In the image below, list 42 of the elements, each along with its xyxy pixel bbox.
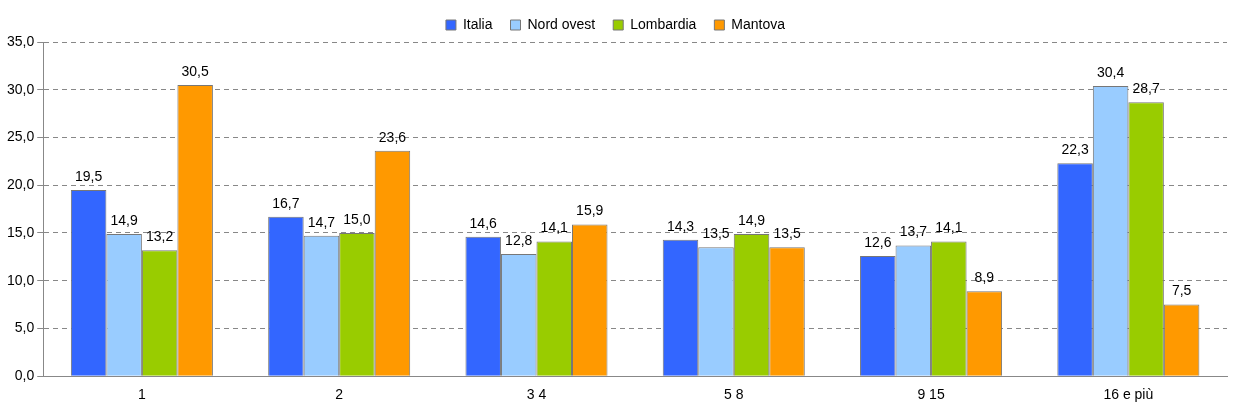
data-label: 13,2 (146, 228, 174, 245)
data-label: 23,6 (378, 128, 407, 145)
data-label: 13,7 (899, 223, 928, 240)
data-label: 14,3 (666, 217, 695, 234)
y-tick-label: 5,0 (14, 319, 35, 336)
y-tick-label: 15,0 (7, 223, 35, 240)
data-label: 12,8 (505, 231, 533, 248)
data-label: 30,5 (181, 62, 209, 79)
legend-label: Italia (462, 15, 493, 32)
data-label: 16,7 (272, 194, 300, 211)
y-tick-label: 25,0 (7, 128, 35, 145)
x-tick-label: 16 e più (1103, 386, 1154, 403)
data-label: 13,5 (702, 225, 730, 242)
x-tick-label: 5 8 (724, 386, 744, 403)
x-tick-label: 1 (138, 386, 146, 403)
data-label: 22,3 (1061, 141, 1089, 158)
data-label: 8,9 (974, 269, 995, 286)
data-label: 7,5 (1171, 282, 1192, 299)
data-label: 28,7 (1132, 80, 1160, 97)
data-label: 14,1 (935, 219, 963, 236)
data-label: 14,9 (737, 211, 766, 228)
x-tick-label: 3 4 (526, 386, 547, 403)
data-label: 13,5 (773, 225, 801, 242)
legend-label: Mantova (731, 15, 786, 32)
data-label: 14,9 (110, 211, 138, 228)
y-tick-label: 0,0 (14, 367, 35, 384)
x-tick-label: 2 (335, 386, 344, 403)
y-tick-label: 35,0 (7, 32, 35, 49)
data-label: 14,6 (469, 214, 498, 231)
y-tick-label: 20,0 (7, 176, 35, 193)
legend-label: Nord ovest (527, 15, 596, 32)
data-label: 12,6 (864, 233, 892, 250)
x-tick-label: 9 15 (917, 386, 945, 403)
data-label: 14,7 (307, 213, 336, 230)
data-label: 15,9 (576, 202, 604, 219)
data-label: 30,4 (1096, 63, 1125, 80)
legend-label: Lombardia (630, 15, 697, 32)
y-tick-label: 30,0 (7, 80, 35, 97)
data-label: 14,1 (540, 219, 569, 236)
data-label: 19,5 (75, 167, 103, 184)
data-label: 15,0 (343, 210, 371, 227)
y-tick-label: 10,0 (7, 271, 35, 288)
